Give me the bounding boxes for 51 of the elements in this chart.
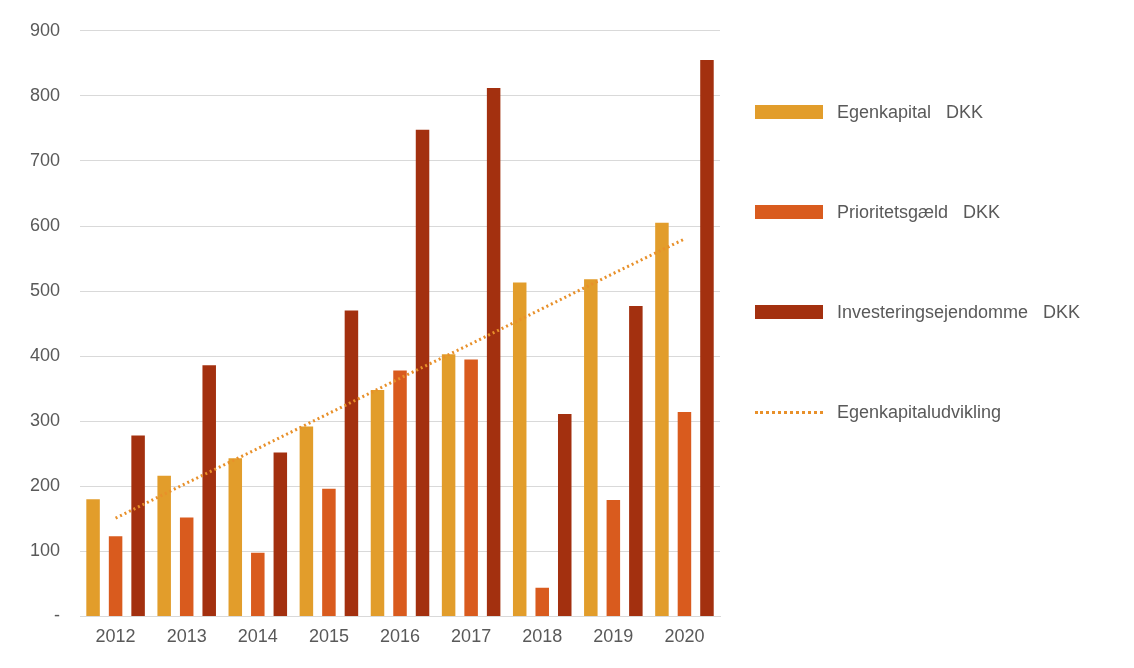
bar [344, 310, 359, 616]
x-tick-label: 2020 [664, 626, 705, 647]
x-tick-label: 2016 [379, 626, 421, 647]
bar [251, 552, 265, 616]
bar [441, 354, 456, 616]
x-tick-label: 2014 [237, 626, 278, 647]
bar [322, 488, 336, 616]
bar [584, 279, 598, 616]
legend-label: Investeringsejendomme DKK [837, 301, 1081, 323]
bar [486, 88, 501, 616]
bar [535, 587, 549, 616]
x-tick-label: 2015 [308, 626, 349, 647]
bar [512, 282, 527, 616]
legend-label: Egenkapital DKK [837, 101, 984, 123]
x-tick-label: 2019 [593, 626, 634, 647]
bar [202, 365, 216, 616]
bar [86, 499, 100, 616]
bar [415, 129, 430, 616]
bar [677, 412, 692, 616]
bar [655, 222, 669, 616]
bar [464, 359, 478, 616]
bar [700, 60, 714, 616]
x-tick-label: 2018 [522, 626, 563, 647]
bar [273, 452, 288, 616]
y-tick-label: 900 [29, 19, 61, 40]
y-tick-label: 200 [29, 475, 61, 496]
bar [370, 389, 385, 616]
bar [299, 426, 314, 616]
bar [108, 536, 123, 616]
bar [629, 306, 643, 616]
bar [557, 414, 572, 616]
y-tick-label: 500 [29, 280, 61, 301]
bar [606, 499, 621, 616]
bar [228, 458, 243, 616]
bar [393, 370, 407, 616]
bar [157, 475, 171, 616]
legend-label: Egenkapitaludvikling [837, 401, 1002, 423]
y-tick-label: 300 [29, 410, 61, 431]
bar [179, 517, 194, 616]
y-tick-label: 800 [29, 84, 61, 105]
x-tick-label: 2017 [451, 626, 492, 647]
line-series [114, 237, 686, 520]
y-tick-label: 100 [29, 540, 61, 561]
legend-label: Prioritetsgæld DKK [837, 201, 1001, 223]
y-tick-label: 700 [29, 149, 61, 170]
x-tick-label: 2012 [95, 626, 136, 647]
bar [131, 435, 145, 616]
y-tick-label: - [54, 605, 61, 626]
y-tick-label: 600 [29, 214, 61, 235]
y-tick-label: 400 [29, 345, 61, 366]
x-tick-label: 2013 [166, 626, 207, 647]
